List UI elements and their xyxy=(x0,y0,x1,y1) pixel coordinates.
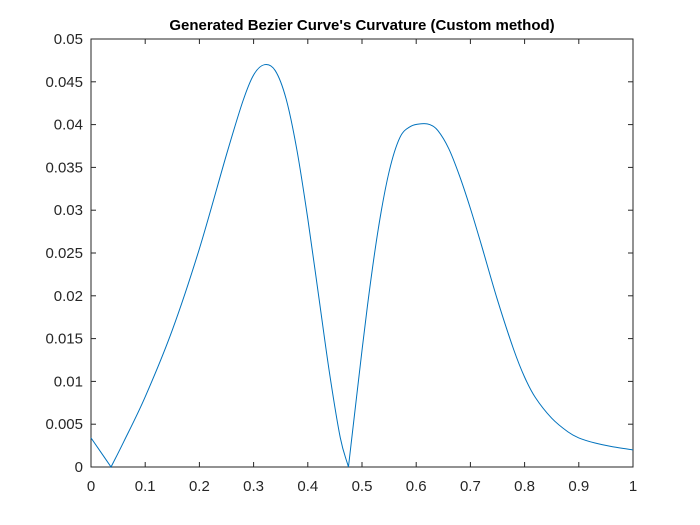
x-tick-label: 1 xyxy=(629,478,637,495)
plot-area xyxy=(90,38,634,468)
x-tick-label: 0.2 xyxy=(189,478,210,495)
x-tick-label: 0.8 xyxy=(514,478,535,495)
curvature-line xyxy=(90,63,634,468)
y-tick-label: 0.04 xyxy=(54,117,83,134)
x-tick-label: 0.7 xyxy=(460,478,481,495)
axis-ticks xyxy=(90,38,634,468)
x-tick-label: 0.4 xyxy=(297,478,318,495)
y-tick-label: 0.02 xyxy=(54,288,83,305)
y-tick-label: 0.025 xyxy=(45,245,83,262)
x-tick-label: 0 xyxy=(87,478,95,495)
y-tick-label: 0.05 xyxy=(54,31,83,48)
y-tick-label: 0.015 xyxy=(45,331,83,348)
y-tick-label: 0.005 xyxy=(45,416,83,433)
y-tick-labels: 0 0.005 0.01 0.015 0.02 0.025 0.03 0.035 0.04 0.0… xyxy=(45,31,83,476)
x-tick-label: 0.1 xyxy=(135,478,156,495)
y-tick-label: 0.03 xyxy=(54,202,83,219)
x-tick-label: 0.9 xyxy=(568,478,589,495)
x-tick-label: 0.3 xyxy=(243,478,264,495)
x-tick-label: 0.6 xyxy=(406,478,427,495)
y-tick-label: 0.045 xyxy=(45,74,83,91)
y-tick-label: 0.035 xyxy=(45,159,83,176)
x-tick-label: 0.5 xyxy=(352,478,373,495)
chart-title: Generated Bezier Curve's Curvature (Cust… xyxy=(169,17,554,34)
x-tick-labels: 0 0.1 0.2 0.3 0.4 0.5 0.6 0.7 0.8 0.9 1 xyxy=(87,478,637,495)
y-tick-label: 0 xyxy=(75,459,83,476)
y-tick-label: 0.01 xyxy=(54,373,83,390)
